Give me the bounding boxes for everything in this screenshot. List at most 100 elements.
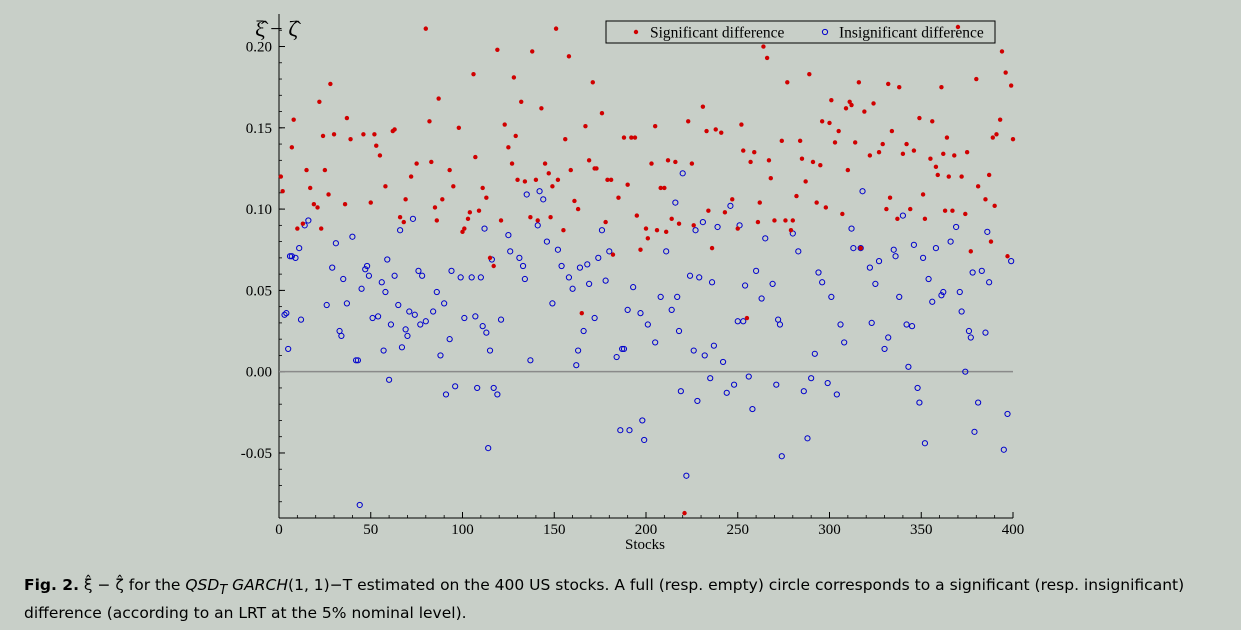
significant-point	[823, 205, 829, 210]
insignificant-point	[613, 353, 620, 361]
insignificant-point	[967, 334, 974, 341]
insignificant-point	[620, 345, 628, 353]
insignificant-point	[859, 188, 866, 195]
insignificant-point	[461, 314, 468, 322]
significant-point	[289, 145, 295, 150]
significant-point	[344, 115, 350, 121]
insignificant-point	[527, 357, 534, 364]
significant-point	[975, 184, 981, 189]
significant-point	[922, 216, 928, 222]
significant-point	[652, 123, 658, 129]
significant-point	[955, 24, 961, 30]
insignificant-point	[875, 258, 883, 265]
significant-point	[663, 229, 669, 235]
insignificant-point	[971, 428, 978, 435]
insignificant-point	[411, 311, 418, 318]
significant-point	[682, 510, 687, 516]
significant-point	[315, 205, 320, 210]
insignificant-point	[386, 376, 393, 383]
insignificant-point	[595, 254, 602, 261]
significant-point	[939, 84, 944, 90]
legend-marker-significant	[633, 29, 639, 35]
insignificant-point	[652, 339, 659, 346]
insignificant-point	[841, 339, 848, 346]
x-tick-label: 100	[451, 522, 474, 538]
insignificant-point	[719, 358, 727, 366]
insignificant-point	[288, 253, 295, 260]
significant-point	[625, 182, 630, 187]
significant-point	[392, 127, 397, 132]
significant-point	[476, 208, 482, 213]
significant-point	[408, 174, 414, 179]
significant-point	[997, 117, 1003, 122]
insignificant-point	[398, 344, 406, 351]
insignificant-point	[297, 316, 305, 323]
significant-point	[752, 149, 757, 155]
y-tick-label: 0.20	[246, 40, 272, 56]
significant-point	[511, 75, 517, 80]
significant-point	[456, 125, 462, 131]
insignificant-point	[415, 267, 422, 274]
significant-point	[645, 236, 651, 241]
caption-model-rest: GARCH	[227, 576, 289, 594]
insignificant-point	[881, 345, 888, 353]
insignificant-point	[692, 227, 699, 234]
insignificant-point	[558, 262, 565, 270]
insignificant-point	[296, 245, 303, 252]
significant-point	[900, 151, 906, 157]
significant-point	[599, 110, 605, 116]
significant-point	[300, 221, 306, 226]
insignificant-point	[417, 321, 424, 328]
significant-point	[889, 128, 895, 134]
insignificant-point	[446, 336, 453, 343]
insignificant-point	[486, 347, 494, 354]
insignificant-point	[837, 321, 844, 328]
y-tick-label: 0.10	[246, 202, 272, 218]
significant-point	[397, 215, 403, 220]
insignificant-point	[885, 334, 892, 341]
x-tick-label: 50	[363, 522, 378, 538]
significant-point	[897, 84, 902, 90]
significant-point	[779, 138, 784, 144]
insignificant-point	[340, 275, 347, 283]
significant-point	[852, 140, 858, 145]
y-tick-label: 0.05	[246, 283, 272, 299]
insignificant-point	[516, 254, 523, 261]
significant-point	[403, 197, 408, 202]
significant-point	[515, 177, 520, 183]
significant-point	[858, 245, 863, 251]
significant-point	[513, 133, 518, 139]
significant-point	[843, 106, 849, 111]
significant-point	[761, 44, 766, 49]
significant-point	[632, 135, 638, 140]
insignificant-point	[800, 388, 807, 395]
significant-point	[764, 55, 770, 61]
insignificant-point	[776, 321, 784, 328]
insignificant-point	[483, 329, 490, 336]
insignificant-point	[565, 274, 573, 281]
significant-point	[669, 216, 674, 222]
insignificant-point	[442, 391, 450, 398]
legend: Significant difference Insignificant dif…	[605, 20, 996, 44]
insignificant-point	[554, 246, 562, 253]
insignificant-point	[965, 327, 973, 335]
significant-point	[799, 156, 805, 161]
insignificant-point	[630, 284, 637, 291]
insignificant-point	[402, 326, 409, 333]
insignificant-point	[848, 225, 855, 232]
legend-label-significant: Significant difference	[650, 25, 785, 42]
significant-point	[528, 215, 533, 220]
insignificant-point	[549, 300, 556, 307]
significant-point	[473, 154, 478, 160]
significant-point	[803, 179, 808, 184]
significant-point	[621, 135, 627, 140]
insignificant-point	[626, 427, 633, 434]
significant-point	[401, 219, 406, 225]
significant-point	[706, 208, 711, 213]
significant-point	[451, 184, 456, 189]
insignificant-point	[430, 308, 437, 315]
insignificant-point	[910, 241, 918, 248]
significant-point	[572, 198, 577, 204]
insignificant-point	[828, 293, 835, 300]
insignificant-point	[497, 316, 505, 323]
